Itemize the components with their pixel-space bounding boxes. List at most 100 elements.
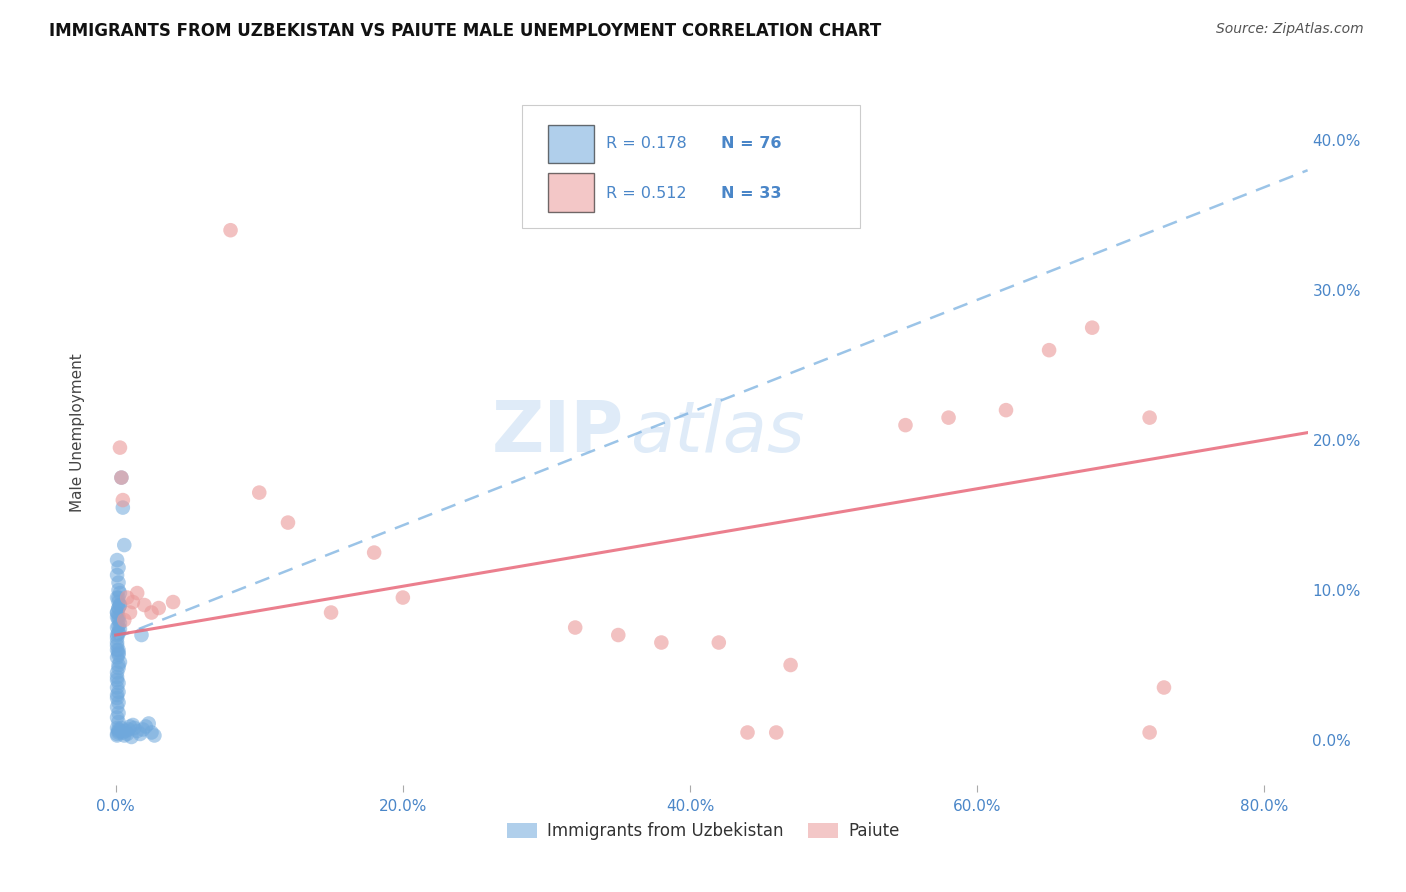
Point [107,714,129,729]
Point [107,613,129,627]
Point [607,628,630,642]
Point [707,635,730,649]
Point [392,591,415,605]
Point [108,615,131,630]
Point [105,670,128,684]
Point [105,631,128,645]
Point [115,591,138,605]
Point [107,610,129,624]
Point [1139,410,1161,425]
Point [107,595,129,609]
Point [995,403,1018,417]
Point [277,516,299,530]
Text: R = 0.178: R = 0.178 [606,136,688,152]
Text: atlas: atlas [630,398,806,467]
Text: IMMIGRANTS FROM UZBEKISTAN VS PAIUTE MALE UNEMPLOYMENT CORRELATION CHART: IMMIGRANTS FROM UZBEKISTAN VS PAIUTE MAL… [49,22,882,40]
Text: ZIP: ZIP [492,398,624,467]
Point [117,723,139,737]
Point [107,646,129,660]
Point [107,619,129,633]
Point [122,718,145,732]
Point [105,643,128,657]
Point [105,628,128,642]
Text: N = 33: N = 33 [721,186,782,201]
Point [105,591,128,605]
Point [1153,681,1175,695]
Point [105,568,128,582]
Point [112,538,135,552]
Point [105,621,128,635]
Point [105,553,128,567]
Point [105,688,128,702]
Point [105,610,128,624]
Point [107,591,129,605]
Text: N = 76: N = 76 [721,136,782,152]
Point [110,470,132,484]
Text: R = 0.512: R = 0.512 [606,186,688,201]
Point [319,606,342,620]
Point [107,658,129,673]
Point [1139,725,1161,739]
Point [108,441,131,455]
Point [363,545,385,559]
Point [115,727,138,741]
Point [105,700,128,714]
Point [112,729,135,743]
Point [107,706,129,720]
Point [107,723,129,738]
FancyBboxPatch shape [548,125,595,163]
Point [107,601,129,615]
Point [135,719,157,733]
Text: Source: ZipAtlas.com: Source: ZipAtlas.com [1216,22,1364,37]
Point [107,601,129,615]
Point [148,601,170,615]
Point [110,721,132,735]
Point [122,595,145,609]
Point [1038,343,1060,358]
Point [105,691,128,706]
Point [162,595,184,609]
Point [108,655,131,669]
Point [107,676,129,690]
Point [118,606,141,620]
Point [110,470,132,484]
Point [107,626,129,640]
Point [105,729,128,743]
Point [107,643,129,657]
Point [105,727,128,741]
Point [650,635,672,649]
Point [107,685,129,699]
Point [779,658,801,673]
Point [105,673,128,687]
Point [107,625,129,640]
Point [132,723,155,737]
Point [105,721,128,735]
Point [105,710,128,724]
Point [219,223,242,237]
Point [127,586,149,600]
Point [765,725,787,739]
Point [138,716,160,731]
Point [143,729,166,743]
Point [105,606,128,620]
Point [564,621,586,635]
Point [129,727,152,741]
Point [107,723,129,737]
Point [105,639,128,653]
Point [107,725,129,739]
Point [105,635,128,649]
Point [107,648,129,662]
Point [114,723,136,738]
FancyBboxPatch shape [522,105,860,228]
Point [131,628,153,642]
Y-axis label: Male Unemployment: Male Unemployment [69,353,84,512]
Point [134,598,156,612]
Point [108,598,131,612]
Point [108,586,131,600]
Point [107,661,129,675]
Point [108,598,131,612]
Point [111,725,134,739]
Point [141,725,163,739]
Point [112,613,135,627]
Point [105,681,128,695]
